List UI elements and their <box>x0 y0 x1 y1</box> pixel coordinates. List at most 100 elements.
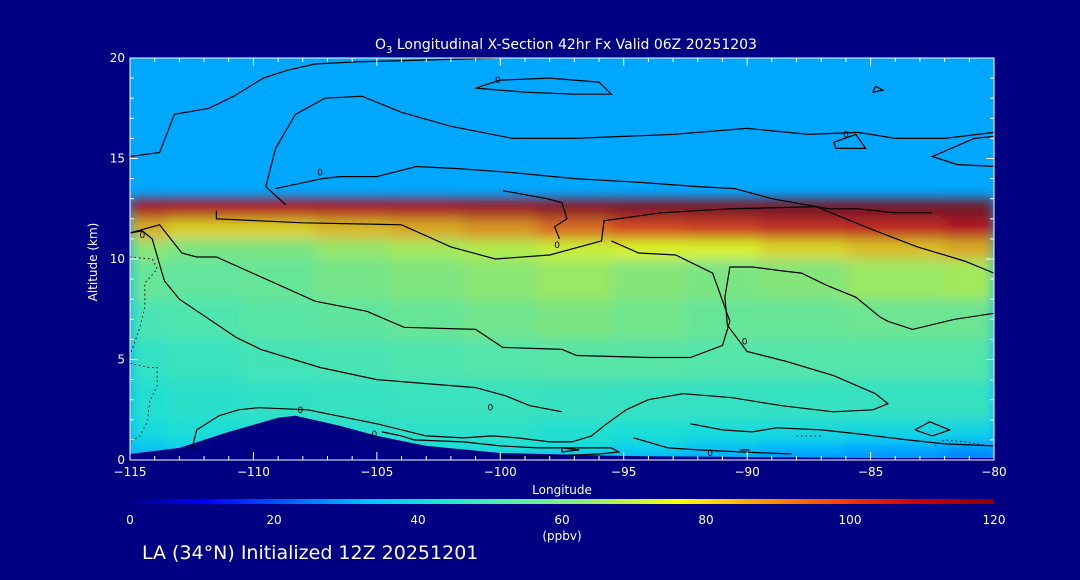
x-tick-label: −115 <box>114 465 147 479</box>
field-cell <box>315 218 390 240</box>
field-cell <box>537 379 612 421</box>
field-cell <box>315 379 390 421</box>
field-cell <box>685 339 760 381</box>
field-cell <box>759 259 847 300</box>
field-cell <box>759 238 847 260</box>
field-cell <box>241 259 316 300</box>
chart-title-rest: Longitudinal X-Section 42hr Fx Valid 06Z… <box>392 37 757 53</box>
field-cell <box>389 299 464 340</box>
contour-label: 0 <box>488 404 494 414</box>
colorbar-tick-label: 120 <box>983 513 1006 527</box>
field-cell <box>759 419 847 441</box>
x-axis: −115 −110 −105 −100 −95 −90 −85 −80 <box>114 58 1007 479</box>
field-cell <box>241 299 316 340</box>
colorbar-tick-label: 80 <box>698 513 713 527</box>
contour-label: 0 <box>372 430 378 440</box>
field-cell <box>537 238 612 260</box>
y-tick-label: 0 <box>117 453 125 467</box>
field-cell <box>759 339 847 381</box>
field-cell <box>611 198 686 220</box>
colorbar: 0 20 40 60 80 100 120 <box>126 499 1005 527</box>
field-cell <box>241 218 316 240</box>
contour-line <box>475 77 613 95</box>
field-cell <box>130 439 168 451</box>
contour-label: 0 <box>707 449 713 459</box>
colorbar-tick-label: 40 <box>410 513 425 527</box>
field-cell <box>944 449 994 460</box>
contour-line <box>130 230 563 413</box>
colorbar-bar <box>130 499 994 504</box>
field-cell <box>944 419 994 441</box>
field-cell <box>537 439 612 451</box>
field-cell <box>611 419 686 441</box>
field-cell <box>685 439 760 451</box>
field-cell <box>759 198 847 220</box>
colorbar-tick-label: 100 <box>839 513 862 527</box>
contour-line <box>930 135 994 168</box>
field-cell <box>845 449 946 460</box>
field-cell <box>537 198 612 220</box>
field-cell <box>537 419 612 441</box>
colorbar-tick-label: 20 <box>266 513 281 527</box>
x-tick-label: −80 <box>981 465 1006 479</box>
contour-line <box>832 133 867 149</box>
field-cell <box>463 198 538 220</box>
field-cell <box>944 379 994 421</box>
field-cell <box>685 299 760 340</box>
field-cell <box>759 299 847 340</box>
initialization-caption: LA (34°N) Initialized 12Z 20251201 <box>142 542 479 564</box>
contour-line <box>381 431 621 457</box>
colorbar-tick-label: 0 <box>126 513 134 527</box>
field-cell <box>315 299 390 340</box>
colorbar-unit: (ppbv) <box>542 529 581 543</box>
field-cell <box>537 299 612 340</box>
field-cell <box>759 218 847 240</box>
contour-label: 0 <box>495 76 501 86</box>
field-cell <box>167 218 242 240</box>
x-tick-label: −95 <box>611 465 636 479</box>
field-cell <box>130 299 168 340</box>
field-cell <box>389 419 464 441</box>
field-cell <box>463 439 538 451</box>
field-cell <box>611 259 686 300</box>
field-cell <box>845 218 946 240</box>
x-tick-label: −110 <box>237 465 270 479</box>
field-cell <box>845 419 946 441</box>
field-cell <box>611 218 686 240</box>
terrain <box>130 415 994 460</box>
contour-line <box>633 437 792 455</box>
field-cell <box>130 238 168 260</box>
field-cell <box>130 379 168 421</box>
field-cell <box>845 259 946 300</box>
field-cell <box>611 339 686 381</box>
field-cell <box>537 218 612 240</box>
field-cell <box>463 238 538 260</box>
field-cell <box>315 339 390 381</box>
y-axis: 0 5 10 15 20 <box>110 51 994 467</box>
chart-title: O3 Longitudinal X-Section 42hr Fx Valid … <box>375 37 757 56</box>
field-cell <box>389 379 464 421</box>
field-cell <box>759 449 847 460</box>
contour-line <box>265 95 994 206</box>
field-cell <box>241 379 316 421</box>
field-cell <box>463 218 538 240</box>
contour-line <box>914 421 952 437</box>
contour-line <box>215 206 994 274</box>
contour-line <box>130 224 731 359</box>
x-axis-label: Longitude <box>532 483 592 497</box>
field-cell <box>944 339 994 381</box>
field-cell <box>685 238 760 260</box>
field-cell <box>611 449 686 460</box>
x-tick-label: −85 <box>858 465 883 479</box>
x-tick-label: −90 <box>734 465 759 479</box>
field-cell <box>463 419 538 441</box>
field-cell <box>389 339 464 381</box>
ozone-field <box>130 58 994 460</box>
y-tick-label: 5 <box>117 353 125 367</box>
contour-line <box>337 266 994 443</box>
field-cell <box>537 259 612 300</box>
field-cell <box>611 299 686 340</box>
contour-line <box>275 165 933 214</box>
field-cell <box>759 439 847 451</box>
field-cell <box>167 259 242 300</box>
